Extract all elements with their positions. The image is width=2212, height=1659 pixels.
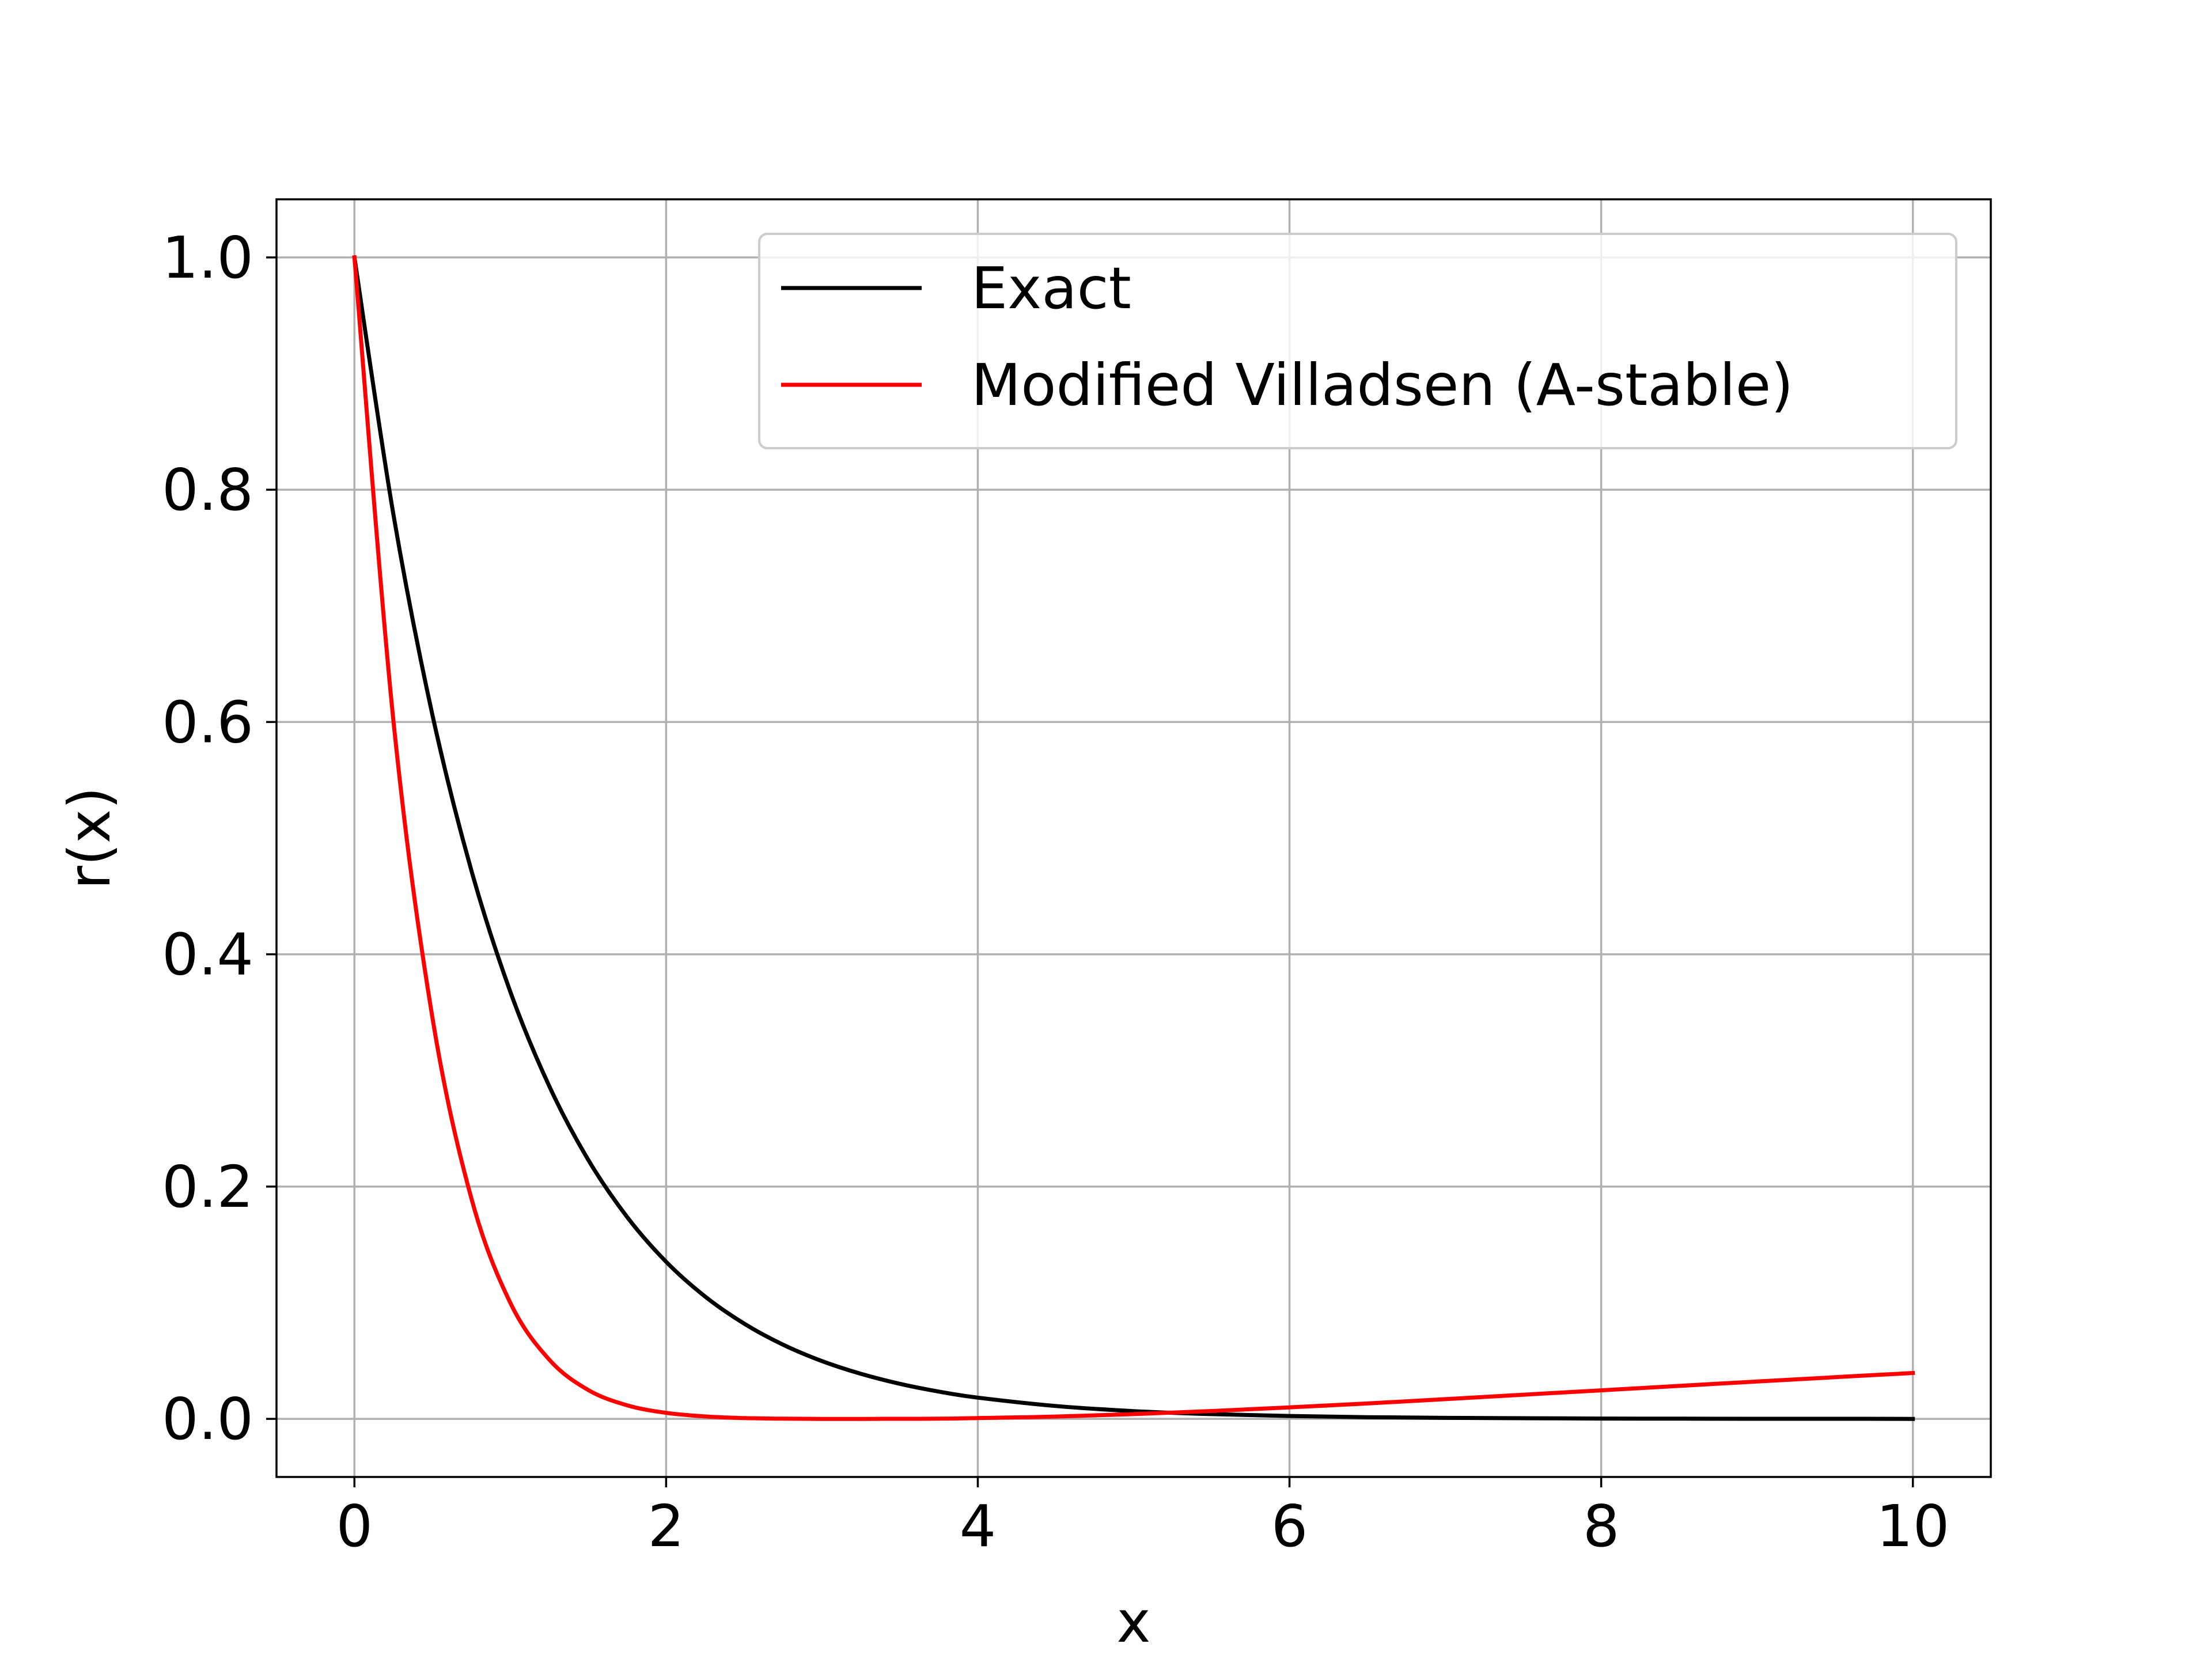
x-tick-label: 0 xyxy=(336,1493,373,1560)
legend: Exact Modified Villadsen (A-stable) xyxy=(758,233,1957,449)
y-axis-label: r(x) xyxy=(56,787,123,889)
series-group xyxy=(352,255,1915,1421)
series-line-exact xyxy=(352,255,1915,1421)
y-tick-label: 0.0 xyxy=(162,1385,253,1453)
legend-box xyxy=(758,233,1957,449)
x-tick-label: 8 xyxy=(1583,1493,1620,1560)
y-tick-label: 0.2 xyxy=(162,1153,253,1221)
plot-frame xyxy=(275,198,1992,1478)
ticks: 0 2 4 6 8 10 0.0 0.2 0.4 0.6 0.8 1.0 xyxy=(162,224,1949,1560)
x-tick-label: 4 xyxy=(960,1493,997,1560)
y-tick-label: 0.8 xyxy=(162,456,253,524)
x-tick-label: 6 xyxy=(1271,1493,1308,1560)
y-tick-label: 0.4 xyxy=(162,921,253,988)
series-line-villadsen xyxy=(352,255,1915,1421)
x-tick-label: 10 xyxy=(1876,1493,1949,1560)
x-axis-label: x xyxy=(1116,1588,1150,1656)
legend-label-exact: Exact xyxy=(971,255,1131,322)
legend-label-villadsen: Modified Villadsen (A-stable) xyxy=(971,351,1793,419)
x-tick-label: 2 xyxy=(648,1493,685,1560)
y-tick-label: 0.6 xyxy=(162,688,253,756)
y-tick-label: 1.0 xyxy=(162,224,253,291)
